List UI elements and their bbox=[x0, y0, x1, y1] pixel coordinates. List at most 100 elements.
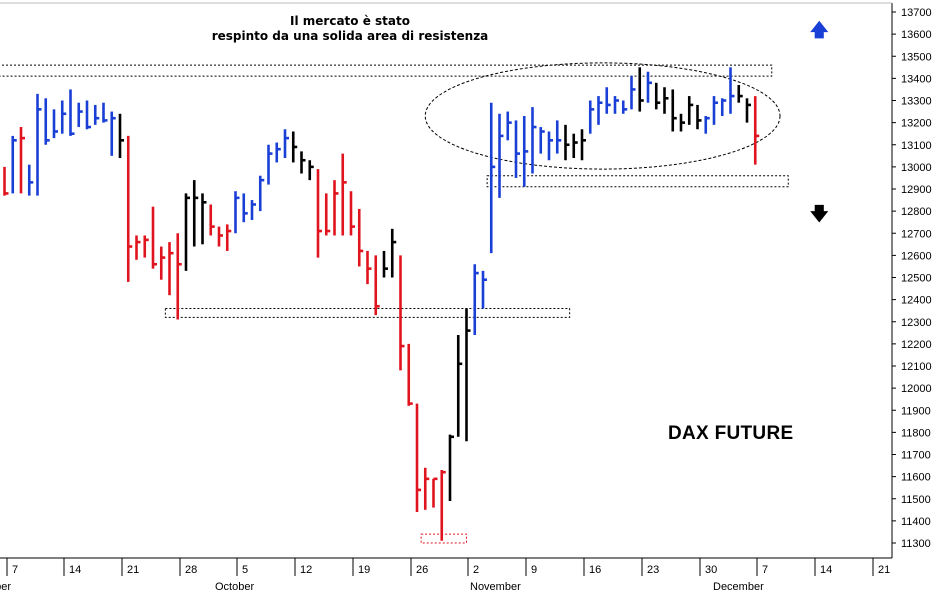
price-bar bbox=[250, 200, 256, 220]
price-bar bbox=[349, 191, 355, 236]
x-tick-label: 2 bbox=[473, 564, 479, 576]
price-bar bbox=[506, 111, 512, 141]
price-bar bbox=[399, 255, 405, 371]
y-tick-label: 11500 bbox=[901, 494, 931, 506]
price-bar bbox=[729, 67, 735, 114]
level-zone bbox=[164, 307, 571, 318]
price-bar bbox=[498, 113, 504, 198]
level-zone bbox=[420, 533, 467, 544]
x-tick-label: 19 bbox=[358, 564, 370, 576]
y-tick-label: 12100 bbox=[901, 361, 932, 373]
price-bar bbox=[630, 76, 636, 110]
x-axis: 7 14 21 28 5 12 19 26 2 9 16 23 30 7 14 21 mber October No… bbox=[0, 558, 890, 592]
x-month-label: mber bbox=[0, 581, 11, 592]
price-bar bbox=[465, 308, 471, 442]
price-bar bbox=[225, 224, 232, 251]
level-zone bbox=[0, 64, 773, 77]
price-bar bbox=[93, 104, 100, 125]
price-bar bbox=[135, 235, 141, 260]
price-bar bbox=[102, 102, 108, 123]
price-bar bbox=[316, 169, 322, 258]
price-bar bbox=[514, 120, 520, 178]
y-tick-label: 13300 bbox=[901, 96, 932, 108]
resistance-ellipse bbox=[424, 62, 781, 170]
price-bar bbox=[85, 100, 91, 130]
price-bars bbox=[3, 67, 760, 541]
y-tick-label: 12600 bbox=[901, 250, 932, 262]
product-label: DAX FUTURE bbox=[668, 423, 794, 444]
price-bar bbox=[176, 233, 182, 320]
x-month-label: December bbox=[713, 581, 764, 592]
x-tick-label: 7 bbox=[762, 564, 768, 576]
y-tick-label: 12900 bbox=[901, 184, 932, 196]
price-bar bbox=[242, 193, 248, 223]
price-bar bbox=[77, 102, 83, 128]
price-bar bbox=[151, 206, 157, 269]
price-bar bbox=[489, 102, 496, 254]
price-bar bbox=[110, 111, 116, 156]
price-bar bbox=[687, 96, 694, 125]
price-bar bbox=[440, 469, 446, 541]
price-bar bbox=[291, 131, 298, 163]
price-bar bbox=[580, 129, 586, 161]
price-bar bbox=[456, 335, 463, 437]
price-bar bbox=[209, 204, 215, 236]
y-tick-label: 13700 bbox=[901, 7, 932, 19]
price-bar bbox=[613, 96, 619, 114]
y-tick-label: 13600 bbox=[901, 29, 932, 41]
x-tick-label: 21 bbox=[127, 564, 139, 576]
price-bar bbox=[720, 98, 727, 116]
x-tick-label: 14 bbox=[69, 564, 81, 576]
price-bar bbox=[201, 193, 207, 245]
price-bar bbox=[621, 100, 628, 114]
price-bar bbox=[366, 250, 372, 285]
y-tick-label: 12700 bbox=[901, 228, 932, 240]
price-bar bbox=[654, 82, 661, 110]
y-tick-label: 13200 bbox=[901, 118, 932, 130]
price-bar bbox=[547, 131, 553, 161]
x-tick-label: 5 bbox=[242, 564, 248, 576]
price-bar bbox=[415, 403, 421, 513]
price-bar bbox=[300, 151, 306, 174]
price-bar bbox=[448, 434, 454, 501]
price-bar bbox=[159, 246, 166, 280]
resistance-area-ellipse bbox=[424, 62, 781, 170]
annotation-line-1: Il mercato è stato bbox=[290, 14, 410, 28]
price-bar bbox=[341, 153, 347, 236]
y-tick-label: 13100 bbox=[901, 140, 932, 152]
y-tick-label: 11600 bbox=[901, 472, 931, 484]
price-bar bbox=[267, 144, 273, 185]
y-tick-label: 11700 bbox=[901, 450, 931, 462]
price-bar bbox=[679, 113, 685, 132]
price-bar bbox=[390, 228, 397, 278]
annotation-line-2: respinto da una solida area di resistenz… bbox=[211, 29, 489, 43]
x-month-label: November bbox=[470, 581, 521, 592]
price-bar bbox=[27, 164, 34, 196]
price-bar bbox=[143, 235, 149, 258]
price-bar bbox=[324, 193, 331, 236]
x-tick-label: 21 bbox=[878, 564, 890, 576]
price-bar bbox=[3, 166, 9, 196]
price-bar bbox=[753, 96, 760, 165]
price-bar bbox=[11, 135, 17, 194]
price-bar bbox=[712, 96, 718, 125]
price-bar bbox=[192, 180, 199, 247]
level-zone bbox=[486, 175, 789, 188]
price-bar bbox=[217, 226, 223, 247]
price-bar bbox=[118, 113, 124, 159]
price-bar bbox=[234, 191, 240, 234]
y-tick-label: 13400 bbox=[901, 73, 932, 85]
price-bar bbox=[481, 270, 487, 309]
price-bar bbox=[704, 115, 710, 134]
price-bar bbox=[572, 133, 578, 159]
price-bar bbox=[52, 109, 58, 139]
price-bar bbox=[60, 100, 67, 134]
price-bar bbox=[555, 120, 562, 154]
y-axis: 11300 11400 11500 11600 11700 11800 11900 12000… bbox=[892, 7, 932, 550]
price-bar bbox=[19, 127, 25, 194]
y-tick-label: 12300 bbox=[901, 317, 932, 329]
price-bar bbox=[473, 264, 479, 336]
price-bar bbox=[737, 85, 743, 103]
price-bar bbox=[126, 135, 133, 282]
